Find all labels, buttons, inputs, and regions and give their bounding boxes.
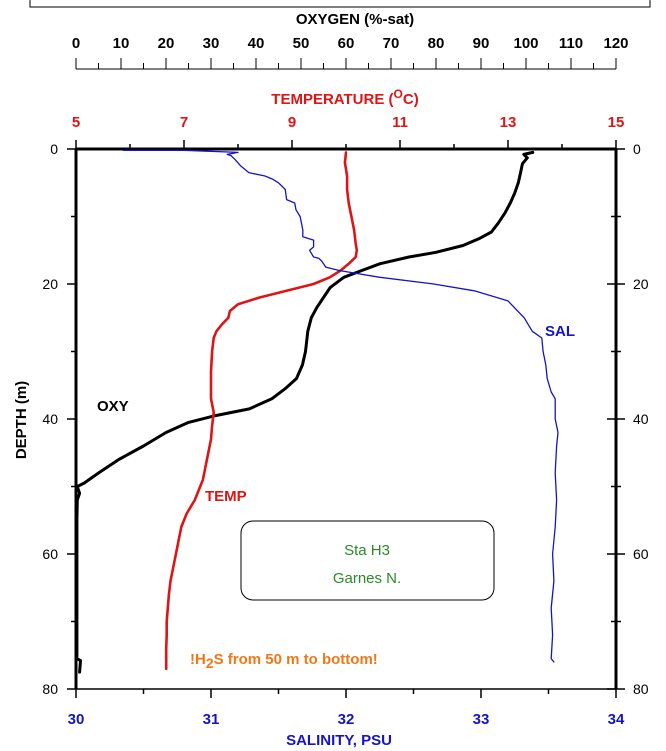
depth-tick-label: 40	[633, 411, 649, 427]
oxygen-tick-label: 10	[113, 35, 130, 52]
series-layer	[75, 149, 559, 674]
salinity-axis-label: SALINITY, PSU	[286, 732, 392, 749]
oxygen-tick-label: 60	[338, 35, 355, 52]
temperature-tick-label: 9	[288, 114, 296, 131]
h2s-note-rest: S from 50 m to bottom!	[214, 651, 378, 668]
depth-tick-label: 80	[633, 681, 649, 697]
temp-series-label: TEMP	[205, 488, 247, 505]
temperature-tick-label: 5	[72, 114, 80, 131]
depth-tick-label: 0	[50, 141, 58, 157]
temperature-tick-labels: 5 7 9 11 13 15	[72, 114, 625, 131]
h2s-note-sub: 2	[206, 655, 214, 671]
temperature-tick-label: 15	[608, 114, 625, 131]
sal-series-label: SAL	[545, 323, 575, 340]
temperature-axis-label: TEMPERATURE (OC)	[271, 87, 418, 108]
salinity-tick-label: 34	[608, 711, 625, 728]
oxygen-tick-label: 70	[383, 35, 400, 52]
depth-axis-label: DEPTH (m)	[13, 381, 30, 459]
depth-tick-label: 80	[42, 681, 58, 697]
sal-series-line	[122, 149, 559, 663]
frame-ticks	[67, 140, 625, 698]
temperature-axis-label-main: TEMPERATURE (	[271, 91, 393, 108]
station-location: Garnes N.	[333, 570, 401, 587]
oxygen-tick-label: 0	[72, 35, 80, 52]
salinity-tick-label: 31	[203, 711, 220, 728]
temperature-tick-label: 7	[180, 114, 188, 131]
oxy-series-line	[75, 150, 535, 674]
oxygen-tick-label: 120	[603, 35, 628, 52]
temperature-axis-label-end: C)	[403, 91, 419, 108]
oxygen-tick-labels: 0 10 20 30 40 50 60 70 80 90 100 110 120	[72, 35, 629, 52]
salinity-tick-labels: 30 31 32 33 34	[68, 711, 625, 728]
depth-tick-label: 20	[633, 276, 649, 292]
oxygen-ticks	[75, 58, 617, 69]
h2s-note: !H2S from 50 m to bottom!	[190, 651, 378, 671]
depth-tick-label: 40	[42, 411, 58, 427]
depth-tick-label: 60	[42, 546, 58, 562]
temp-series-line	[164, 151, 359, 671]
temperature-tick-label: 13	[500, 114, 517, 131]
oxy-series-label: OXY	[97, 398, 129, 415]
station-box	[240, 520, 495, 601]
station-name: Sta H3	[344, 542, 390, 559]
oxygen-tick-label: 80	[428, 35, 445, 52]
salinity-tick-label: 30	[68, 711, 85, 728]
oxygen-tick-label: 100	[513, 35, 538, 52]
oxygen-tick-label: 40	[248, 35, 265, 52]
header-frame	[29, 0, 651, 8]
oxygen-tick-label: 30	[203, 35, 220, 52]
depth-tick-labels-right: 0 20 40 60 80	[633, 141, 649, 697]
depth-tick-label: 0	[633, 141, 641, 157]
h2s-note-main: !H	[190, 651, 206, 668]
depth-tick-label: 60	[633, 546, 649, 562]
temperature-axis-label-sup: O	[394, 87, 403, 101]
temperature-tick-label: 11	[392, 114, 408, 131]
oxygen-tick-label: 50	[293, 35, 310, 52]
oxygen-axis-label: OXYGEN (%-sat)	[296, 11, 414, 28]
depth-tick-label: 20	[42, 276, 58, 292]
oxygen-tick-label: 90	[473, 35, 490, 52]
salinity-tick-label: 32	[338, 711, 355, 728]
salinity-tick-label: 33	[473, 711, 490, 728]
oxygen-tick-label: 20	[158, 35, 175, 52]
depth-tick-labels-left: 0 20 40 60 80	[42, 141, 58, 697]
oxygen-tick-label: 110	[559, 35, 583, 52]
